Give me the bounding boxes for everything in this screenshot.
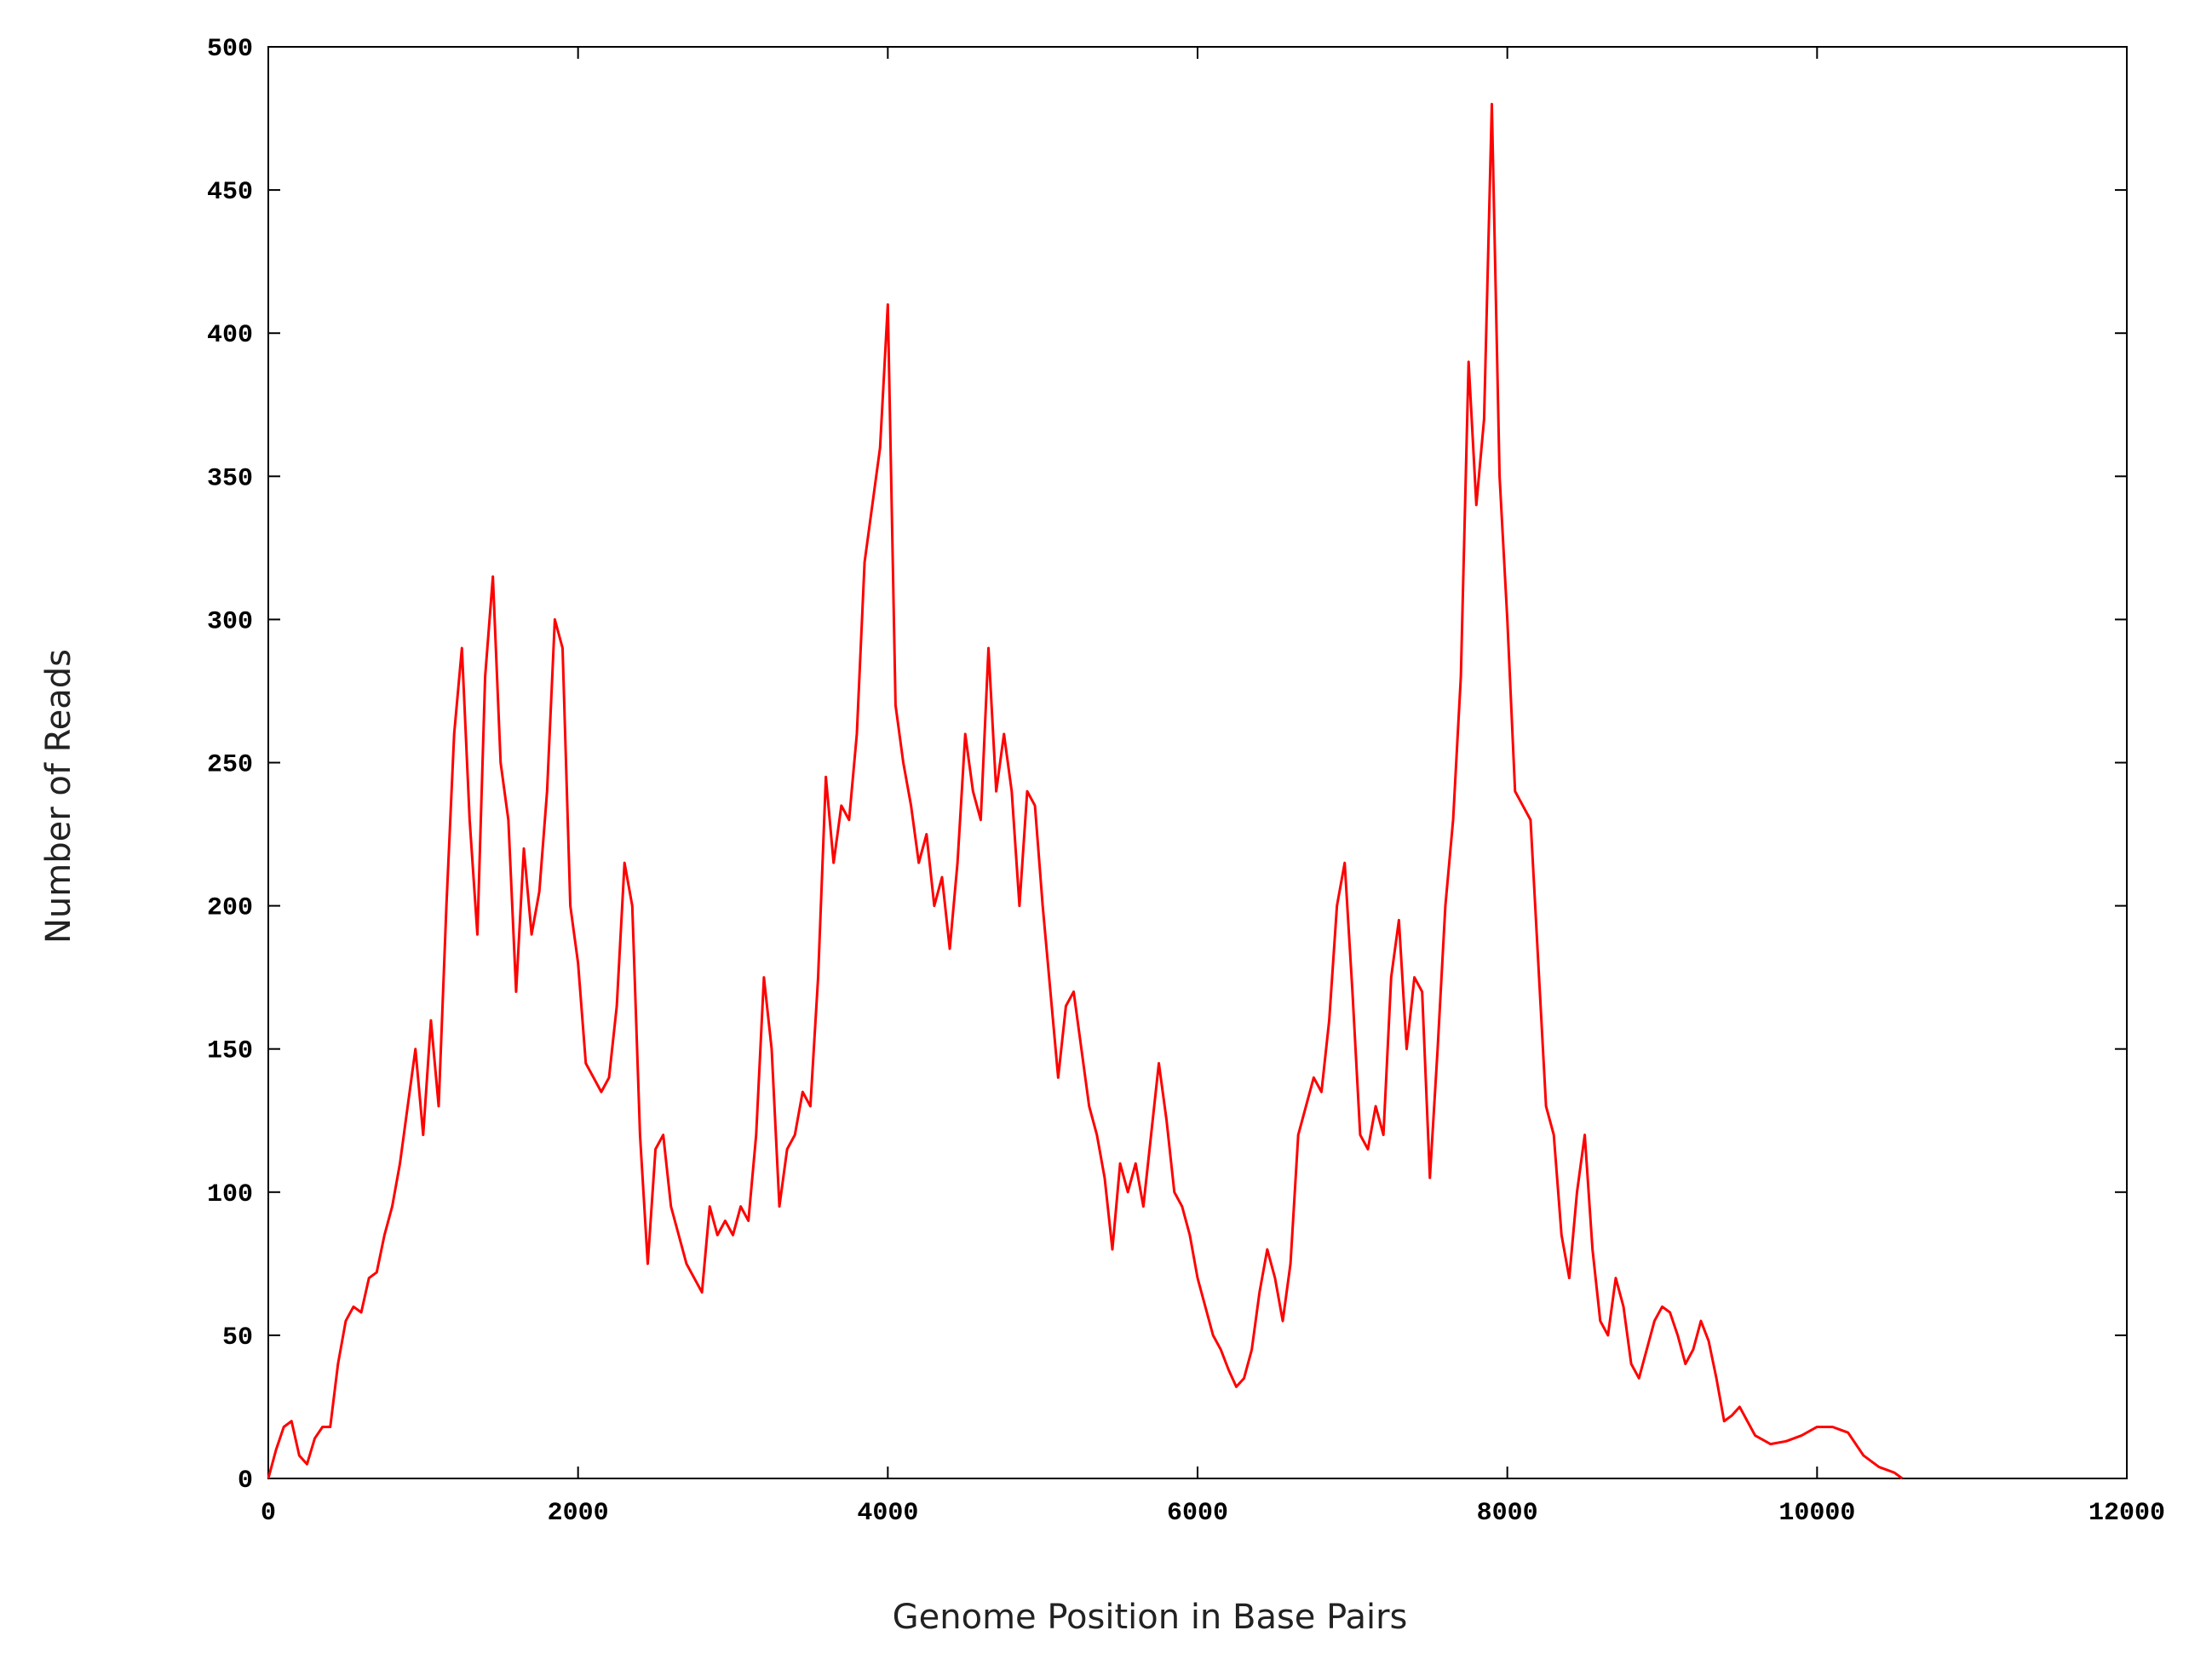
x-axis-label: Genome Position in Base Pairs: [893, 1598, 1408, 1637]
x-tick-label: 2000: [548, 1499, 609, 1528]
data-line: [267, 102, 1904, 1480]
y-tick-label: 350: [207, 464, 253, 493]
y-tick-label: 0: [238, 1467, 253, 1495]
y-tick-label: 150: [207, 1037, 253, 1066]
x-tick-label: 4000: [857, 1499, 918, 1528]
y-tick-label: 100: [207, 1180, 253, 1209]
x-tick-label: 6000: [1167, 1499, 1228, 1528]
x-tick-label: 12000: [2088, 1499, 2165, 1528]
x-tick-label: 0: [261, 1499, 276, 1528]
y-axis-label: Number of Reads: [39, 649, 78, 944]
x-tick-label: 8000: [1477, 1499, 1538, 1528]
y-tick-label: 200: [207, 894, 253, 923]
x-tick-label: 10000: [1778, 1499, 1855, 1528]
y-tick-label: 300: [207, 607, 253, 636]
plot-frame: [267, 46, 2128, 1479]
y-tick-label: 450: [207, 178, 253, 207]
y-tick-label: 400: [207, 321, 253, 350]
y-tick-label: 250: [207, 751, 253, 780]
y-tick-label: 50: [222, 1323, 253, 1352]
y-tick-label: 500: [207, 35, 253, 64]
